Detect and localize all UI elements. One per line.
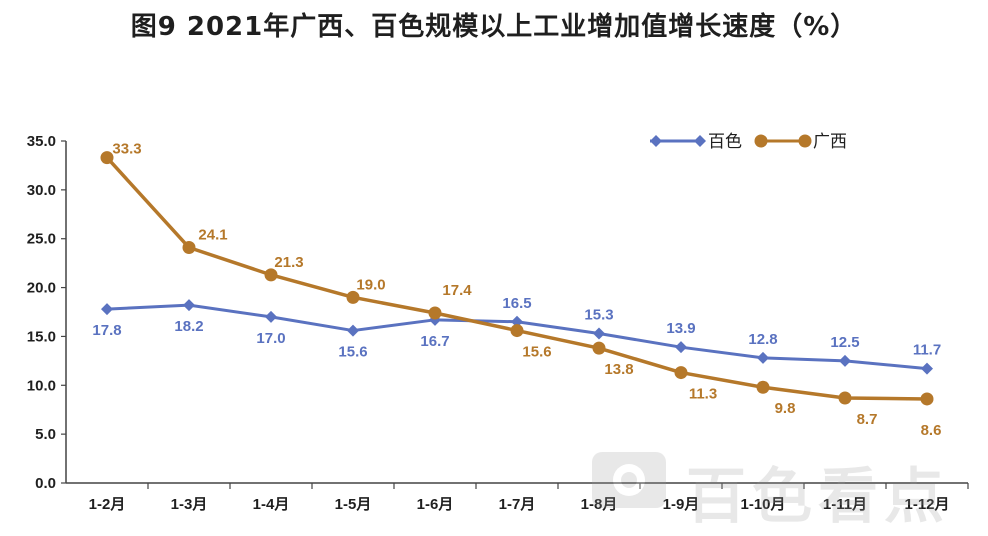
data-label: 12.5 <box>830 334 859 351</box>
chart-title: 图9 2021年广西、百色规模以上工业增加值增长速度（%） <box>130 12 858 42</box>
data-label: 21.3 <box>274 254 303 271</box>
data-label: 18.2 <box>174 318 203 335</box>
watermark-logo: 百色看点 <box>590 448 970 532</box>
data-point-marker <box>428 306 442 320</box>
legend-marker <box>694 135 706 147</box>
data-label: 33.3 <box>112 141 141 158</box>
legend-marker <box>754 134 768 148</box>
y-tick-label: 15.0 <box>27 328 56 345</box>
x-tick-label: 1-9月 <box>663 496 700 513</box>
data-point-marker <box>264 268 278 282</box>
data-point-marker <box>757 351 769 364</box>
data-label: 15.6 <box>338 344 367 361</box>
data-point-marker <box>182 241 196 255</box>
x-tick-label: 1-10月 <box>740 496 785 513</box>
data-point-marker <box>347 324 359 337</box>
data-label: 12.8 <box>748 331 777 348</box>
data-point-marker <box>675 341 687 354</box>
watermark-icon <box>592 452 666 508</box>
data-point-marker <box>183 299 195 312</box>
legend-label: 广西 <box>813 132 847 152</box>
data-label: 13.9 <box>666 320 695 337</box>
data-point-marker <box>593 327 605 340</box>
data-label: 15.3 <box>584 306 613 323</box>
x-tick-label: 1-8月 <box>581 496 618 513</box>
data-point-marker <box>100 151 114 165</box>
data-label: 15.6 <box>522 344 551 361</box>
y-tick-label: 35.0 <box>27 133 56 150</box>
x-tick-label: 1-6月 <box>417 496 454 513</box>
legend-marker <box>798 134 812 148</box>
y-tick-label: 20.0 <box>27 280 56 297</box>
x-tick-label: 1-11月 <box>823 496 867 513</box>
y-tick-label: 10.0 <box>27 377 56 394</box>
data-point-marker <box>921 362 933 375</box>
y-tick-label: 5.0 <box>35 426 56 443</box>
x-tick-label: 1-5月 <box>335 496 372 513</box>
data-point-marker <box>839 354 851 367</box>
data-point-marker <box>756 380 770 394</box>
data-label: 8.6 <box>921 422 942 439</box>
data-label: 17.4 <box>442 282 472 299</box>
data-label: 19.0 <box>356 276 385 293</box>
data-point-marker <box>265 310 277 323</box>
x-tick-label: 1-4月 <box>253 496 290 513</box>
data-point-marker <box>592 341 606 355</box>
legend-marker <box>650 135 662 147</box>
data-point-marker <box>101 303 113 316</box>
data-label: 16.5 <box>502 295 531 312</box>
y-tick-label: 0.0 <box>35 475 56 492</box>
data-point-marker <box>920 392 934 406</box>
x-tick-label: 1-3月 <box>171 496 208 513</box>
data-point-marker <box>511 315 523 328</box>
data-label: 24.1 <box>198 227 227 244</box>
x-tick-label: 1-2月 <box>89 496 126 513</box>
x-tick-label: 1-12月 <box>904 496 949 513</box>
series-line-广西 <box>105 156 928 401</box>
data-label: 11.7 <box>913 342 941 359</box>
data-label: 11.3 <box>689 386 717 403</box>
data-label: 8.7 <box>857 411 878 428</box>
data-point-marker <box>674 366 688 380</box>
data-label: 16.7 <box>420 333 449 350</box>
y-tick-label: 25.0 <box>27 231 56 248</box>
data-point-marker <box>346 290 360 304</box>
watermark-text: 百色看点 <box>686 462 950 532</box>
data-point-marker <box>838 391 852 405</box>
y-tick-label: 30.0 <box>27 182 56 199</box>
data-label: 13.8 <box>604 361 633 378</box>
data-point-marker <box>510 324 524 338</box>
legend-label: 百色 <box>708 132 742 152</box>
x-tick-label: 1-7月 <box>499 496 536 513</box>
data-label: 17.8 <box>92 322 121 339</box>
data-label: 17.0 <box>256 330 285 347</box>
data-label: 9.8 <box>775 400 796 417</box>
